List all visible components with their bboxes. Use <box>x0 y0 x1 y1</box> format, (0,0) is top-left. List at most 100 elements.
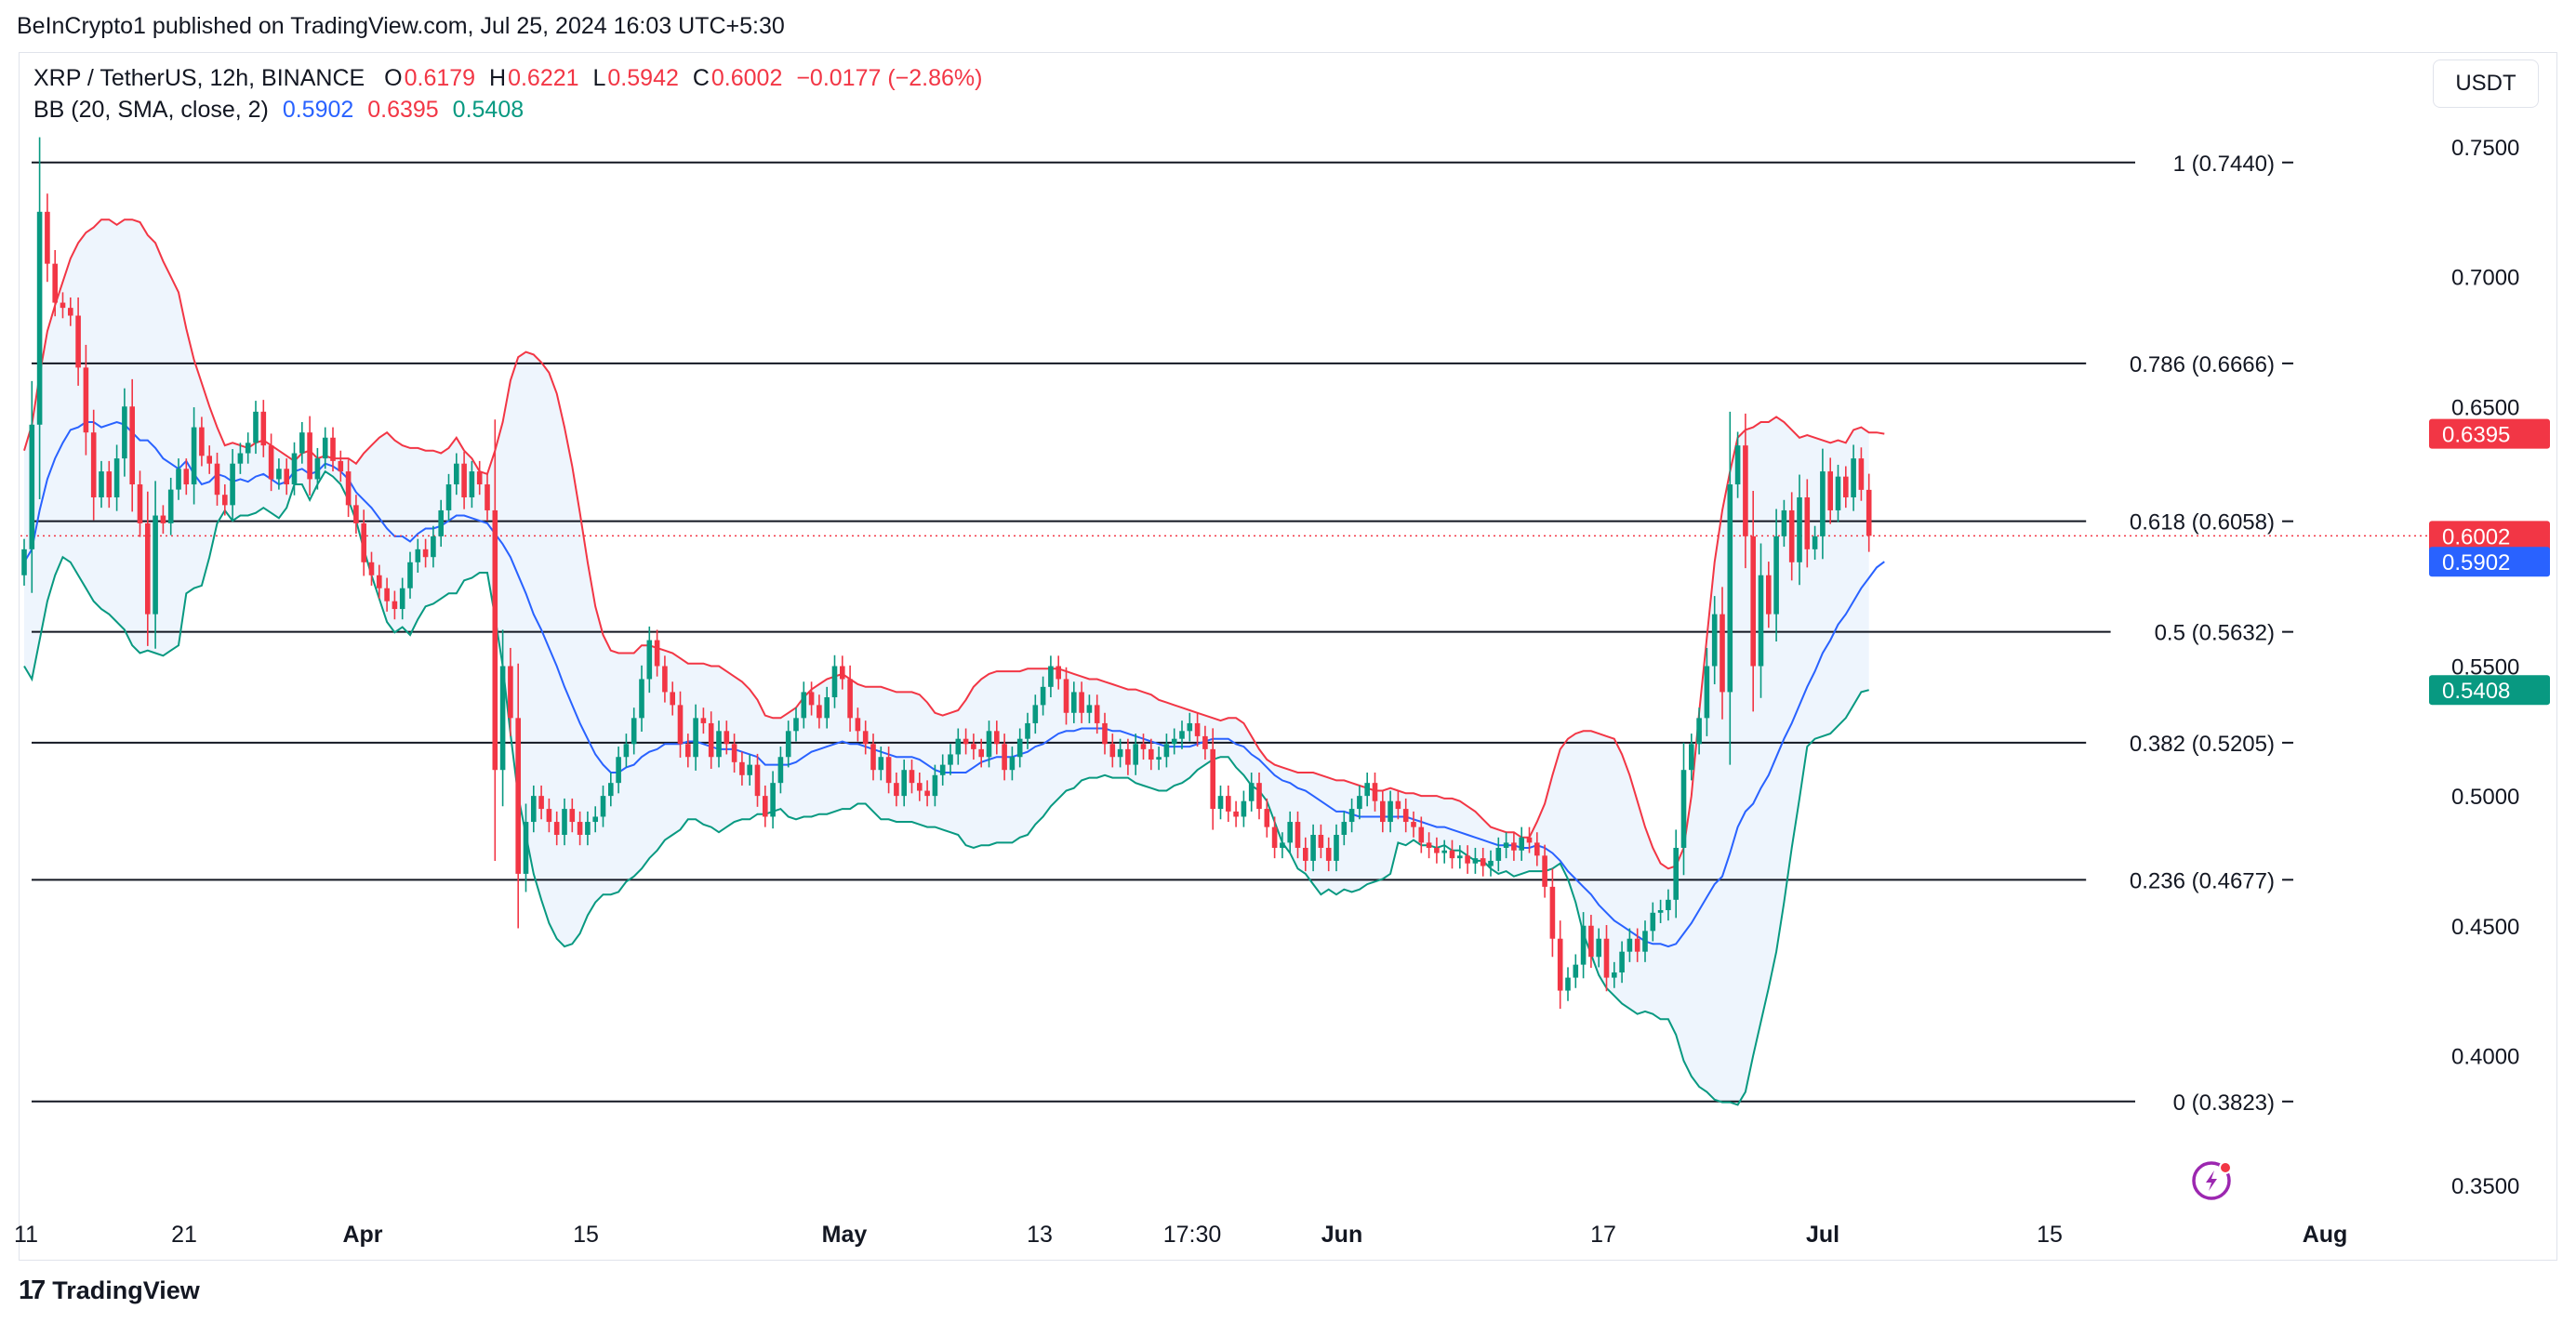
candle <box>924 780 930 807</box>
candle <box>1140 734 1147 760</box>
candle-body <box>1642 931 1648 952</box>
candle-body <box>731 744 737 762</box>
symbol-legend[interactable]: XRP / TetherUS, 12h, BINANCE O0.6179 H0.… <box>33 65 989 92</box>
candle <box>693 704 698 771</box>
candle <box>1341 811 1348 846</box>
candle-body <box>1426 842 1432 848</box>
candle-body <box>1696 718 1702 745</box>
candle-body <box>855 718 861 732</box>
snapshot-bolt-icon[interactable] <box>2192 1161 2232 1200</box>
candle <box>577 811 583 846</box>
candle-body <box>608 783 614 797</box>
candle <box>700 707 707 734</box>
candle <box>90 409 97 521</box>
fib-level-label: 0.786 (0.6666) <box>2130 352 2275 377</box>
candle <box>1858 447 1865 501</box>
candle <box>183 458 190 496</box>
candle-body <box>338 460 344 472</box>
candle-body <box>1580 925 1587 965</box>
candle <box>145 491 151 646</box>
price-tick-label: 0.6500 <box>2451 395 2519 420</box>
candle <box>623 734 630 768</box>
price-axis: 0.35000.40000.45000.50000.55000.60000.65… <box>2451 136 2519 1199</box>
candle-body <box>454 463 459 485</box>
candle <box>1348 798 1355 833</box>
candle <box>1758 543 1764 698</box>
candle <box>855 707 861 742</box>
candle-body <box>1727 484 1733 693</box>
candle <box>1666 889 1671 921</box>
candle-body <box>553 822 560 836</box>
candle-body <box>214 463 220 496</box>
candle <box>592 806 598 833</box>
candle <box>1295 811 1301 859</box>
candle-body <box>616 757 621 784</box>
candle <box>1542 844 1547 898</box>
candle-body <box>592 816 598 823</box>
bb-label[interactable]: BB (20, SMA, close, 2) <box>33 97 269 123</box>
fib-level-label: 0.236 (0.4677) <box>2130 868 2275 893</box>
candle-body <box>291 453 298 485</box>
candle-body <box>1766 575 1772 615</box>
candle <box>399 577 405 620</box>
candle <box>137 470 143 537</box>
candle-body <box>1820 471 1826 536</box>
candle <box>222 484 228 516</box>
candle-body <box>1434 847 1440 853</box>
candle <box>1549 868 1556 958</box>
candle <box>1248 772 1255 812</box>
candle <box>214 452 220 506</box>
candle <box>986 720 992 768</box>
price-tag: 0.5408 <box>2429 675 2550 706</box>
candle-body <box>99 471 104 497</box>
price-tag-box <box>2429 675 2550 706</box>
candle <box>1125 738 1131 775</box>
candle-body <box>1519 837 1524 851</box>
candle-body <box>531 796 537 823</box>
candle-body <box>700 718 707 723</box>
candle-body <box>685 744 691 758</box>
candle-body <box>994 731 1000 745</box>
currency-button[interactable]: USDT <box>2433 59 2539 108</box>
candle <box>1734 431 1741 498</box>
candle-body <box>1025 722 1030 739</box>
candle-body <box>1125 748 1131 765</box>
candle-body <box>68 308 73 316</box>
candle-body <box>1372 783 1378 801</box>
candle-body <box>569 809 576 823</box>
candle-body <box>1843 476 1849 497</box>
publisher-line: BeInCrypto1 published on TradingView.com… <box>17 13 785 39</box>
candle <box>1441 839 1447 864</box>
candle <box>314 447 321 490</box>
candle <box>716 720 722 768</box>
candle <box>1588 915 1594 968</box>
candle <box>1851 444 1856 511</box>
price-tag-label: 0.5408 <box>2442 679 2510 704</box>
indicator-legend[interactable]: BB (20, SMA, close, 2) 0.5902 0.6395 0.5… <box>33 97 531 124</box>
candle <box>585 811 591 846</box>
candle <box>909 760 915 794</box>
candle <box>531 785 537 833</box>
candle-body <box>1040 686 1046 706</box>
candle-body <box>963 738 969 745</box>
candle-body <box>986 731 992 758</box>
candle-body <box>1827 471 1833 510</box>
candle-body <box>817 705 822 719</box>
candle-body <box>585 822 591 836</box>
candle-body <box>276 469 282 480</box>
tradingview-logo[interactable]: 17 TradingView <box>19 1276 200 1306</box>
candle <box>1388 790 1393 833</box>
candle-body <box>122 406 127 459</box>
candle-body <box>1210 748 1215 810</box>
high-label: H <box>489 65 507 91</box>
candle-body <box>1488 860 1494 866</box>
candle <box>1117 738 1123 768</box>
candle <box>878 747 884 781</box>
symbol-pair[interactable]: XRP / TetherUS, 12h, BINANCE <box>33 65 365 91</box>
candle-body <box>307 432 312 480</box>
candle <box>45 193 50 283</box>
candle <box>1526 826 1533 853</box>
candle <box>1171 728 1177 755</box>
candle-body <box>45 211 50 264</box>
